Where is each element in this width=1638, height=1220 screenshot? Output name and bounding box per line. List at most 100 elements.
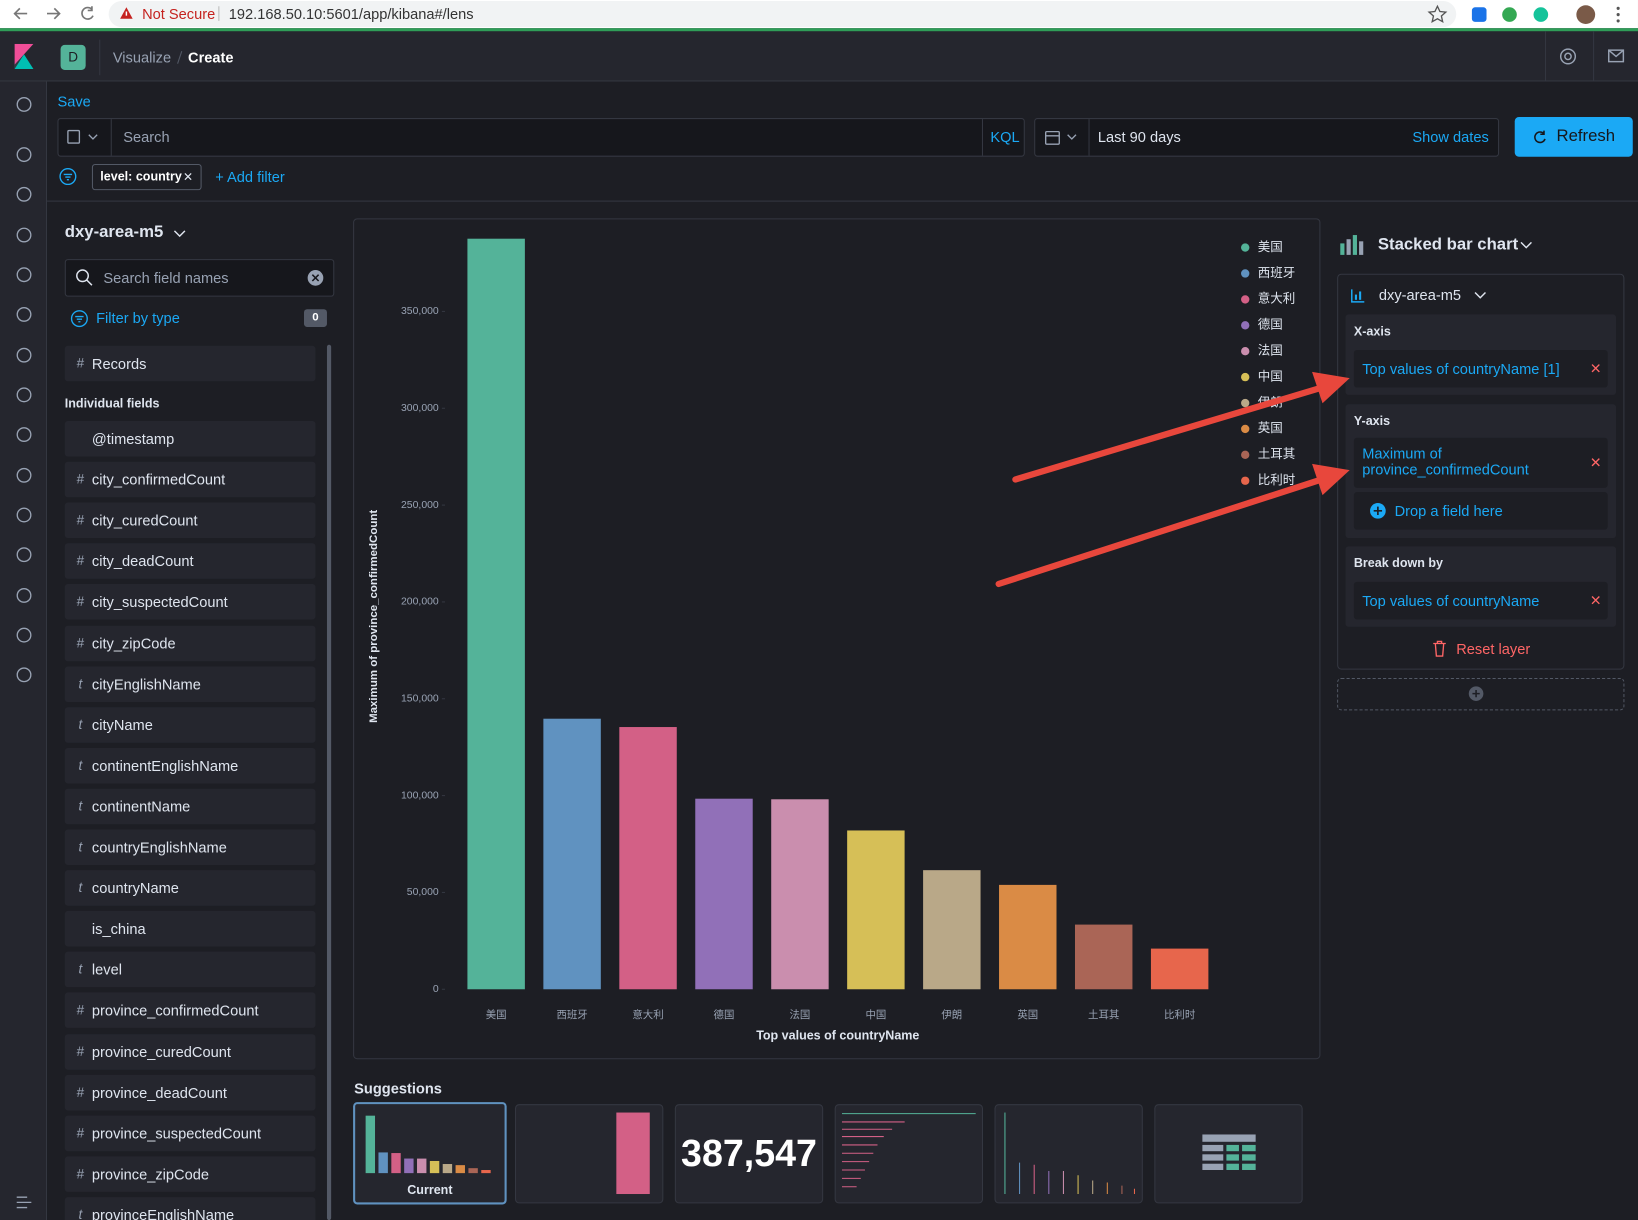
field-row[interactable] bbox=[64, 992, 316, 1029]
field-name[interactable]: city_deadCount bbox=[91, 552, 194, 570]
extension-icon[interactable] bbox=[1471, 7, 1487, 22]
nav-icon[interactable] bbox=[16, 467, 32, 483]
date-picker[interactable] bbox=[1034, 118, 1500, 157]
index-pattern[interactable]: dxy-area-m5 bbox=[64, 223, 164, 242]
breadcrumb[interactable]: Visualize bbox=[112, 49, 172, 66]
reload-button[interactable] bbox=[81, 6, 94, 20]
add-filter[interactable]: + Add filter bbox=[215, 168, 285, 185]
remove-dimension[interactable] bbox=[1591, 364, 1600, 373]
nav-icon[interactable] bbox=[16, 347, 32, 363]
profile-avatar[interactable] bbox=[1576, 5, 1596, 25]
field-row[interactable] bbox=[64, 706, 316, 743]
field-row[interactable] bbox=[64, 461, 316, 498]
field-name[interactable]: city_suspectedCount bbox=[91, 593, 228, 611]
legend-label[interactable]: 德国 bbox=[1258, 318, 1283, 332]
field-row[interactable] bbox=[64, 543, 316, 580]
query-language[interactable]: KQL bbox=[990, 128, 1020, 146]
field-name[interactable]: is_china bbox=[91, 920, 146, 938]
legend-label[interactable]: 法国 bbox=[1258, 344, 1283, 358]
field-row[interactable] bbox=[64, 502, 316, 539]
filter-by-type[interactable]: Filter by type bbox=[96, 309, 180, 326]
field-row[interactable] bbox=[64, 345, 316, 382]
forward-button[interactable] bbox=[47, 7, 61, 20]
dimension-box[interactable] bbox=[1353, 437, 1608, 488]
remove-dimension[interactable] bbox=[1591, 596, 1600, 605]
dimension-value[interactable]: Top values of countryName [1] bbox=[1362, 360, 1560, 378]
field-name[interactable]: continentName bbox=[91, 797, 191, 815]
legend-label[interactable]: 中国 bbox=[1258, 369, 1283, 383]
save-link[interactable]: Save bbox=[57, 92, 91, 110]
extension-icon[interactable] bbox=[1533, 7, 1549, 22]
legend-label[interactable]: 意大利 bbox=[1258, 291, 1296, 306]
show-dates[interactable]: Show dates bbox=[1412, 128, 1489, 146]
suggestion-line[interactable] bbox=[834, 1104, 984, 1204]
space-badge[interactable]: D bbox=[60, 44, 86, 70]
field-name[interactable]: province_curedCount bbox=[91, 1043, 231, 1060]
nav-icon[interactable] bbox=[16, 547, 32, 563]
field-row[interactable] bbox=[64, 951, 316, 988]
suggestion-table[interactable] bbox=[1154, 1104, 1303, 1204]
field-name[interactable]: province_zipCode bbox=[91, 1165, 210, 1183]
drop-zone[interactable] bbox=[1353, 492, 1608, 530]
field-row[interactable] bbox=[64, 625, 316, 661]
help-icon[interactable] bbox=[1559, 48, 1577, 65]
search-bar[interactable] bbox=[57, 118, 1025, 157]
nav-icon[interactable] bbox=[16, 147, 32, 163]
field-name[interactable]: @timestamp bbox=[91, 430, 175, 448]
drop-label[interactable]: Drop a field here bbox=[1394, 502, 1503, 520]
field-row[interactable] bbox=[64, 1115, 316, 1151]
field-name[interactable]: province_confirmedCount bbox=[91, 1002, 259, 1019]
field-name[interactable]: provinceEnglishName bbox=[91, 1206, 235, 1220]
nav-icon[interactable] bbox=[16, 186, 32, 202]
legend-label[interactable]: 西班牙 bbox=[1258, 266, 1296, 280]
date-quick-menu[interactable] bbox=[1043, 127, 1085, 148]
field-name[interactable]: province_deadCount bbox=[91, 1083, 227, 1101]
field-name[interactable]: cityEnglishName bbox=[91, 675, 201, 693]
field-row[interactable] bbox=[64, 788, 316, 825]
mail-icon[interactable] bbox=[1608, 49, 1625, 63]
field-name[interactable]: city_curedCount bbox=[91, 512, 198, 529]
remove-dimension[interactable] bbox=[1591, 458, 1600, 467]
filter-options[interactable] bbox=[58, 167, 79, 188]
menu-dot[interactable] bbox=[1616, 6, 1620, 10]
field-name[interactable]: Records bbox=[91, 355, 147, 372]
nav-icon[interactable] bbox=[16, 627, 32, 643]
legend-label[interactable]: 美国 bbox=[1258, 240, 1283, 254]
nav-icon[interactable] bbox=[16, 587, 32, 603]
nav-icon[interactable] bbox=[16, 387, 32, 403]
nav-icon[interactable] bbox=[16, 667, 32, 683]
field-row[interactable] bbox=[64, 1156, 316, 1192]
dimension-box[interactable] bbox=[1353, 349, 1608, 388]
dimension-value[interactable]: Maximum of province_confirmedCount bbox=[1362, 445, 1529, 478]
suggestion-metric[interactable] bbox=[674, 1104, 824, 1204]
field-name[interactable]: cityName bbox=[91, 716, 153, 734]
back-button[interactable] bbox=[13, 7, 28, 20]
reset-layer[interactable]: Reset layer bbox=[1456, 640, 1531, 658]
field-row[interactable] bbox=[64, 1033, 316, 1070]
field-row[interactable] bbox=[64, 870, 316, 906]
dimension-box[interactable] bbox=[1353, 581, 1608, 620]
legend-label[interactable]: 比利时 bbox=[1258, 473, 1296, 487]
nav-icon[interactable] bbox=[16, 96, 32, 112]
address-bar[interactable] bbox=[108, 1, 1457, 28]
chart-type[interactable]: Stacked bar chart bbox=[1377, 236, 1519, 254]
extension-icon[interactable] bbox=[1502, 7, 1517, 22]
field-name[interactable]: city_confirmedCount bbox=[91, 471, 226, 488]
legend-label[interactable]: 土耳其 bbox=[1258, 447, 1296, 461]
field-row[interactable] bbox=[64, 584, 316, 620]
time-range[interactable]: Last 90 days bbox=[1097, 128, 1181, 146]
dimension-value[interactable]: Top values of countryName bbox=[1362, 592, 1540, 610]
filter-pill[interactable] bbox=[91, 164, 202, 191]
clear-search[interactable] bbox=[307, 270, 324, 287]
field-name[interactable]: province_suspectedCount bbox=[91, 1124, 262, 1142]
field-name[interactable]: city_zipCode bbox=[91, 634, 176, 652]
legend-label[interactable]: 英国 bbox=[1258, 421, 1283, 435]
field-name[interactable]: continentEnglishName bbox=[91, 757, 239, 774]
nav-icon[interactable] bbox=[16, 227, 32, 243]
nav-collapse[interactable] bbox=[16, 1196, 32, 1209]
field-name[interactable]: level bbox=[91, 961, 123, 979]
add-layer[interactable] bbox=[1337, 677, 1625, 711]
field-row[interactable] bbox=[64, 1074, 316, 1111]
field-search[interactable] bbox=[64, 259, 335, 297]
nav-icon[interactable] bbox=[16, 267, 32, 283]
